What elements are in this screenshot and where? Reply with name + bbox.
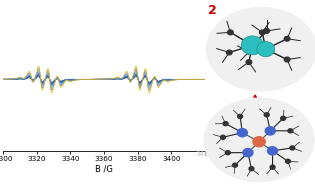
Circle shape (223, 122, 228, 126)
Circle shape (226, 50, 232, 55)
Circle shape (264, 113, 269, 117)
Circle shape (246, 60, 252, 64)
Circle shape (284, 57, 290, 62)
Circle shape (228, 30, 233, 35)
Circle shape (290, 146, 295, 150)
Circle shape (257, 42, 275, 57)
Text: 2: 2 (208, 4, 216, 17)
Circle shape (238, 115, 243, 119)
Circle shape (267, 147, 278, 155)
Circle shape (281, 116, 286, 120)
Circle shape (232, 163, 238, 167)
Circle shape (220, 135, 226, 139)
Circle shape (270, 165, 275, 169)
Circle shape (288, 129, 293, 133)
Ellipse shape (207, 8, 315, 91)
Circle shape (285, 159, 290, 163)
X-axis label: B /G: B /G (95, 164, 113, 173)
Ellipse shape (204, 98, 314, 182)
Text: 3420: 3420 (196, 151, 214, 157)
Circle shape (284, 36, 290, 41)
Circle shape (225, 151, 230, 155)
Circle shape (260, 30, 265, 35)
Circle shape (246, 49, 252, 54)
Circle shape (264, 29, 270, 33)
Circle shape (243, 149, 253, 157)
Circle shape (253, 137, 265, 147)
Circle shape (249, 167, 254, 171)
Circle shape (237, 129, 247, 137)
Circle shape (241, 36, 264, 55)
Circle shape (265, 127, 275, 135)
